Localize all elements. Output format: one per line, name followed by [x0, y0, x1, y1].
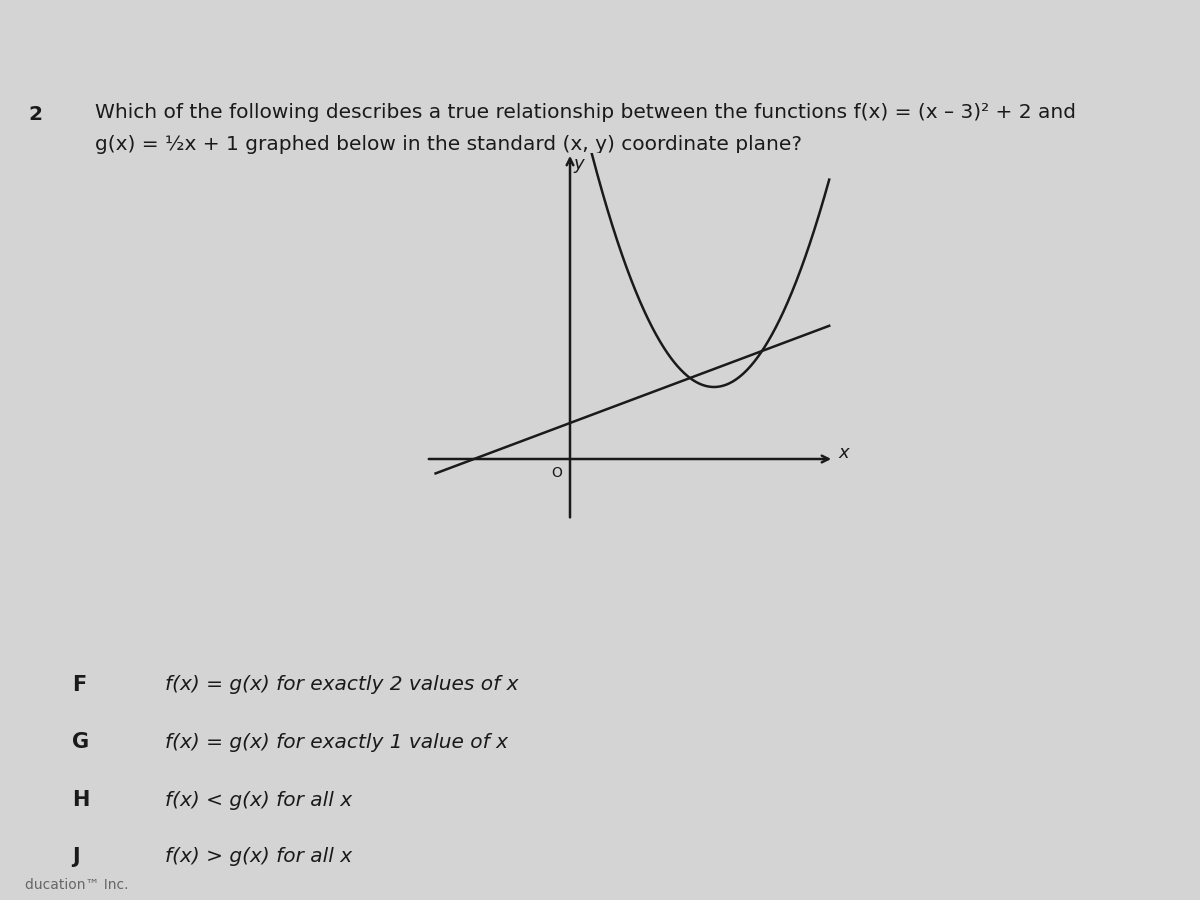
Text: f(x) = g(x) for exactly 1 value of x: f(x) = g(x) for exactly 1 value of x — [166, 733, 508, 751]
Text: f(x) > g(x) for all x: f(x) > g(x) for all x — [166, 848, 352, 867]
Text: ducation™ Inc.: ducation™ Inc. — [25, 878, 128, 892]
Text: J: J — [72, 847, 79, 867]
Text: 2: 2 — [28, 105, 42, 124]
Text: O: O — [551, 465, 562, 480]
Text: H: H — [72, 790, 89, 810]
Text: Which of the following describes a true relationship between the functions f(x) : Which of the following describes a true … — [95, 103, 1076, 122]
Text: g(x) = ½x + 1 graphed below in the standard (x, y) coordinate plane?: g(x) = ½x + 1 graphed below in the stand… — [95, 136, 802, 155]
Text: y: y — [574, 155, 584, 173]
Text: f(x) < g(x) for all x: f(x) < g(x) for all x — [166, 790, 352, 809]
Text: G: G — [72, 732, 89, 752]
Text: x: x — [839, 444, 850, 462]
Text: F: F — [72, 675, 86, 695]
Text: f(x) = g(x) for exactly 2 values of x: f(x) = g(x) for exactly 2 values of x — [166, 676, 518, 695]
